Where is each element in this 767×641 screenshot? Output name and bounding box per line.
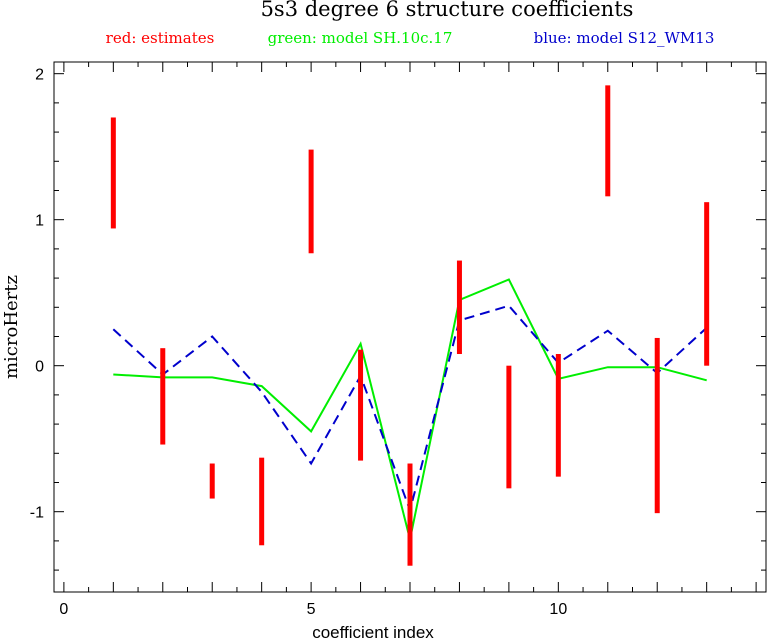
estimate-bar — [506, 365, 512, 489]
legend-entry: green: model SH.10c.17 — [268, 29, 453, 47]
x-tick-label: 10 — [549, 601, 567, 618]
y-tick-label: 0 — [35, 359, 44, 376]
estimate-bar — [605, 85, 611, 197]
estimate-bar — [456, 260, 462, 355]
legend: red: estimates green: model SH.10c.17 blue… — [106, 29, 715, 47]
chart-title: 5s3 degree 6 structure coefficients — [261, 0, 634, 21]
x-tick-label: 5 — [307, 601, 316, 618]
estimate-bar — [259, 457, 265, 546]
estimate-bar — [308, 149, 314, 254]
estimate-bar — [358, 349, 364, 461]
estimate-bar — [555, 354, 561, 477]
y-axis-label: microHertz — [1, 275, 22, 379]
estimate-bar — [110, 117, 116, 229]
y-tick-label: 2 — [35, 67, 44, 84]
estimate-bar — [209, 463, 215, 499]
legend-entry: blue: model S12_WM13 — [534, 29, 715, 47]
estimate-bar — [654, 337, 660, 514]
y-tick-label: 1 — [35, 213, 44, 230]
estimate-bar — [704, 202, 710, 366]
y-tick-label: -1 — [30, 505, 44, 522]
estimate-bar — [160, 348, 166, 445]
legend-entry: red: estimates — [106, 29, 215, 47]
estimate-bar — [407, 463, 413, 566]
x-axis-label: coefficient index — [312, 623, 434, 641]
x-tick-label: 0 — [59, 601, 68, 618]
axis-ticks: 0 5 10 -1 0 1 2 — [30, 62, 766, 618]
estimate-bars — [110, 85, 710, 566]
